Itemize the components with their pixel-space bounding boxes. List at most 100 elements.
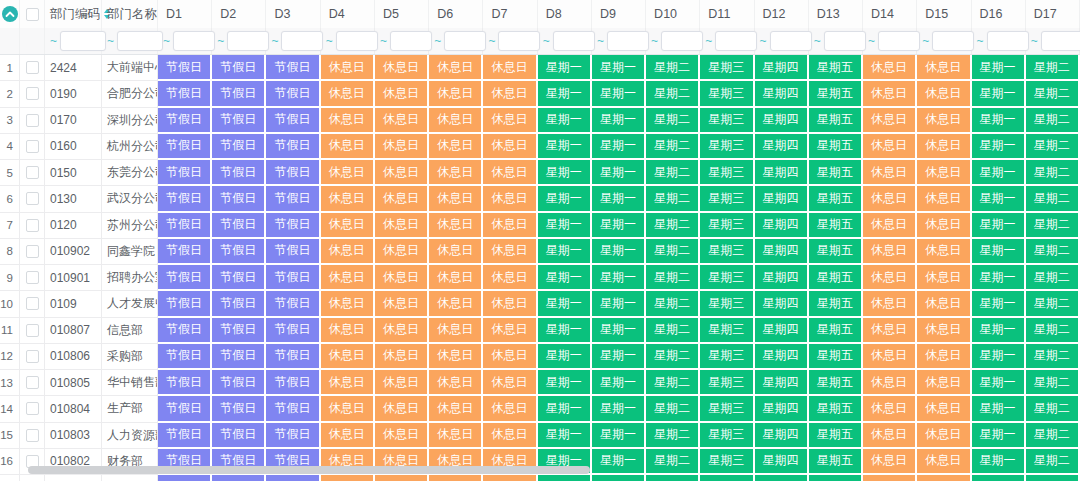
cell-d17[interactable]: 星期二 — [1026, 55, 1080, 81]
cell-d1[interactable]: 节假日 — [158, 291, 212, 317]
filter-input-name[interactable] — [117, 31, 163, 51]
cell-d8[interactable]: 星期一 — [538, 475, 592, 481]
cell-d4[interactable]: 休息日 — [321, 239, 375, 265]
cell-d3[interactable]: 节假日 — [266, 186, 320, 212]
cell-d17[interactable]: 星期二 — [1026, 134, 1080, 160]
cell-d13[interactable]: 星期五 — [809, 134, 863, 160]
cell-d1[interactable]: 节假日 — [158, 55, 212, 81]
cell-d15[interactable]: 休息日 — [917, 265, 971, 291]
cell-d13[interactable]: 星期五 — [809, 160, 863, 186]
cell-d12[interactable]: 星期四 — [755, 213, 809, 239]
cell-d10[interactable]: 星期二 — [646, 370, 700, 396]
cell-d7[interactable]: 休息日 — [483, 370, 537, 396]
cell-d16[interactable]: 星期一 — [972, 396, 1026, 422]
cell-d10[interactable]: 星期二 — [646, 423, 700, 449]
cell-d10[interactable]: 星期二 — [646, 239, 700, 265]
cell-d14[interactable]: 休息日 — [863, 134, 917, 160]
cell-d8[interactable]: 星期一 — [538, 186, 592, 212]
cell-d2[interactable]: 节假日 — [212, 55, 266, 81]
cell-d13[interactable]: 星期五 — [809, 423, 863, 449]
cell-d16[interactable]: 星期一 — [972, 344, 1026, 370]
filter-input-d5[interactable] — [390, 31, 432, 51]
cell-d12[interactable]: 星期四 — [755, 55, 809, 81]
cell-d16[interactable]: 星期一 — [972, 475, 1026, 481]
cell-d16[interactable]: 星期一 — [972, 213, 1026, 239]
cell-d17[interactable]: 星期二 — [1026, 370, 1080, 396]
cell-d12[interactable]: 星期四 — [755, 108, 809, 134]
cell-d12[interactable]: 星期四 — [755, 370, 809, 396]
cell-d7[interactable]: 休息日 — [483, 291, 537, 317]
cell-d14[interactable]: 休息日 — [863, 160, 917, 186]
cell-d5[interactable]: 休息日 — [375, 55, 429, 81]
cell-d4[interactable]: 休息日 — [321, 423, 375, 449]
cell-d7[interactable]: 休息日 — [483, 160, 537, 186]
cell-d10[interactable]: 星期二 — [646, 81, 700, 107]
cell-d4[interactable]: 休息日 — [321, 318, 375, 344]
cell-d8[interactable]: 星期一 — [538, 318, 592, 344]
cell-d11[interactable]: 星期三 — [700, 423, 754, 449]
cell-d6[interactable]: 休息日 — [429, 186, 483, 212]
cell-d17[interactable]: 星期二 — [1026, 81, 1080, 107]
cell-d17[interactable]: 星期二 — [1026, 108, 1080, 134]
cell-d5[interactable]: 休息日 — [375, 81, 429, 107]
cell-d9[interactable]: 星期一 — [592, 318, 646, 344]
cell-d14[interactable]: 休息日 — [863, 108, 917, 134]
cell-d1[interactable]: 节假日 — [158, 108, 212, 134]
cell-d17[interactable]: 星期二 — [1026, 423, 1080, 449]
cell-d14[interactable]: 休息日 — [863, 475, 917, 481]
cell-d3[interactable]: 节假日 — [266, 291, 320, 317]
cell-d1[interactable]: 节假日 — [158, 370, 212, 396]
cell-d16[interactable]: 星期一 — [972, 108, 1026, 134]
cell-d15[interactable]: 休息日 — [917, 396, 971, 422]
cell-d16[interactable]: 星期一 — [972, 160, 1026, 186]
cell-d17[interactable]: 星期二 — [1026, 475, 1080, 481]
cell-d5[interactable]: 休息日 — [375, 370, 429, 396]
row-checkbox[interactable] — [26, 166, 39, 179]
cell-d10[interactable]: 星期二 — [646, 318, 700, 344]
cell-d6[interactable]: 休息日 — [429, 160, 483, 186]
row-checkbox[interactable] — [26, 192, 39, 205]
cell-d6[interactable]: 休息日 — [429, 81, 483, 107]
cell-d1[interactable]: 节假日 — [158, 344, 212, 370]
cell-d7[interactable]: 休息日 — [483, 318, 537, 344]
cell-d4[interactable]: 休息日 — [321, 265, 375, 291]
cell-d2[interactable]: 节假日 — [212, 265, 266, 291]
filter-input-d3[interactable] — [281, 31, 323, 51]
cell-d8[interactable]: 星期一 — [538, 55, 592, 81]
cell-d8[interactable]: 星期一 — [538, 291, 592, 317]
collapse-all-button[interactable] — [2, 6, 18, 22]
cell-d15[interactable]: 休息日 — [917, 134, 971, 160]
cell-d6[interactable]: 休息日 — [429, 475, 483, 481]
cell-d7[interactable]: 休息日 — [483, 344, 537, 370]
cell-d15[interactable]: 休息日 — [917, 370, 971, 396]
cell-d8[interactable]: 星期一 — [538, 423, 592, 449]
cell-d11[interactable]: 星期三 — [700, 81, 754, 107]
cell-d14[interactable]: 休息日 — [863, 265, 917, 291]
cell-d8[interactable]: 星期一 — [538, 265, 592, 291]
cell-d3[interactable]: 节假日 — [266, 265, 320, 291]
cell-d14[interactable]: 休息日 — [863, 213, 917, 239]
scrollbar-thumb[interactable] — [28, 466, 590, 474]
cell-d4[interactable]: 休息日 — [321, 344, 375, 370]
cell-d4[interactable]: 休息日 — [321, 108, 375, 134]
row-checkbox[interactable] — [26, 376, 39, 389]
cell-d17[interactable]: 星期二 — [1026, 265, 1080, 291]
cell-d11[interactable]: 星期三 — [700, 370, 754, 396]
cell-d3[interactable]: 节假日 — [266, 160, 320, 186]
cell-d11[interactable]: 星期三 — [700, 186, 754, 212]
cell-d14[interactable]: 休息日 — [863, 81, 917, 107]
cell-d2[interactable]: 节假日 — [212, 213, 266, 239]
cell-d4[interactable]: 休息日 — [321, 370, 375, 396]
cell-d17[interactable]: 星期二 — [1026, 396, 1080, 422]
cell-d4[interactable]: 休息日 — [321, 160, 375, 186]
row-checkbox[interactable] — [26, 219, 39, 232]
cell-d5[interactable]: 休息日 — [375, 344, 429, 370]
cell-d5[interactable]: 休息日 — [375, 213, 429, 239]
cell-d9[interactable]: 星期一 — [592, 134, 646, 160]
cell-d5[interactable]: 休息日 — [375, 134, 429, 160]
cell-d6[interactable]: 休息日 — [429, 213, 483, 239]
row-checkbox[interactable] — [26, 429, 39, 442]
cell-d3[interactable]: 节假日 — [266, 55, 320, 81]
cell-d7[interactable]: 休息日 — [483, 186, 537, 212]
cell-d6[interactable]: 休息日 — [429, 318, 483, 344]
